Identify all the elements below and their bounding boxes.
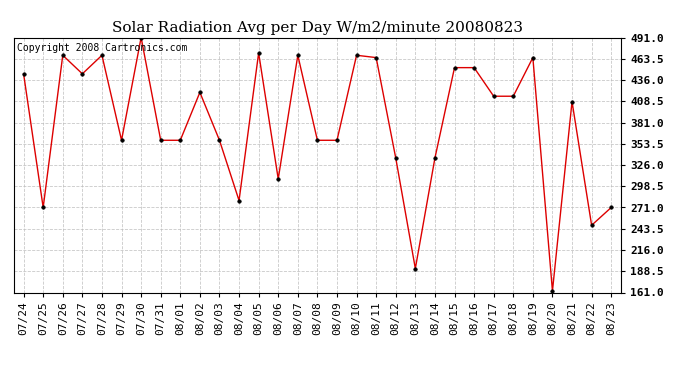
Title: Solar Radiation Avg per Day W/m2/minute 20080823: Solar Radiation Avg per Day W/m2/minute … <box>112 21 523 35</box>
Text: Copyright 2008 Cartronics.com: Copyright 2008 Cartronics.com <box>17 43 187 52</box>
